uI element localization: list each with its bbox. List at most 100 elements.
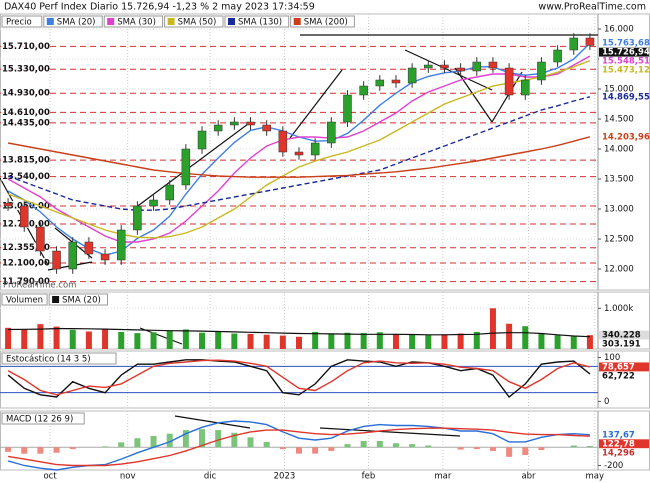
histogram-bar [5, 447, 12, 452]
y-tick-label: 15.000 [604, 85, 634, 95]
value-label: 303.191 [602, 340, 641, 350]
y-tick-label: 12.000 [604, 265, 634, 275]
level-label: 12.355,00 [2, 243, 50, 253]
x-tick-label: oct [43, 472, 57, 482]
volume-bar [344, 332, 351, 349]
legend-label: Estocástico (14 3 5) [6, 355, 91, 365]
candle-body [375, 79, 385, 87]
legend-box [1, 352, 117, 365]
volume-bar [425, 335, 432, 349]
value-label-box [599, 339, 649, 349]
legend-box [43, 15, 103, 28]
volume-bar [441, 334, 448, 349]
volume-bar [53, 326, 60, 349]
level-label-box [1, 276, 45, 286]
volume-bar [21, 329, 28, 349]
volume-bar [134, 333, 141, 349]
volume-bar [392, 333, 399, 349]
volume-bar [312, 331, 319, 349]
trendline [404, 49, 493, 91]
histogram-bar [392, 443, 399, 448]
candle-body [52, 250, 61, 270]
value-label-box [599, 371, 649, 381]
candle-body [521, 79, 530, 96]
volume-bar [118, 331, 125, 349]
legend-box [164, 15, 224, 28]
histogram-bar [247, 437, 254, 448]
level-label-box [1, 171, 45, 181]
level-label: 14.930,00 [2, 89, 50, 99]
volume-bar [85, 331, 92, 349]
histogram-bar [312, 447, 319, 454]
legend-swatch [52, 296, 60, 303]
value-label-box [599, 330, 649, 340]
level-label-box [1, 64, 45, 74]
value-label-box [599, 92, 649, 102]
candle-body [407, 67, 417, 84]
level-label-box [1, 242, 45, 252]
legend-box [48, 293, 108, 306]
volume-bar [570, 336, 577, 349]
volume-bar [457, 333, 464, 349]
candle-body [133, 205, 142, 231]
legend-label: Precio [6, 18, 32, 28]
legend-label: Volumen [6, 296, 43, 306]
legend-swatch [167, 18, 175, 25]
volume-bar [102, 328, 109, 349]
histogram-bar [457, 447, 464, 450]
candle-body [391, 79, 401, 84]
histogram-bar [279, 447, 286, 450]
histogram-bar [150, 435, 157, 448]
histogram-bar [586, 446, 593, 448]
y-tick-label: -200 [604, 461, 623, 471]
y-tick-label: 14.000 [604, 145, 634, 155]
candle-body [569, 37, 579, 51]
candle-body [36, 226, 45, 252]
value-label-box [599, 56, 649, 66]
candle-body [472, 61, 482, 72]
value-label: 340.228 [602, 331, 641, 341]
x-tick-label: mar [434, 472, 451, 482]
level-label: 14.435,00 [2, 118, 50, 128]
histogram-bar [538, 447, 545, 451]
value-label: 78,657 [602, 362, 635, 372]
histogram-bar [263, 441, 270, 448]
value-label-box [599, 448, 649, 458]
level-label-box [1, 117, 45, 127]
volume-bar [5, 327, 12, 349]
histogram-bar [296, 447, 302, 454]
volume-bar [409, 334, 416, 349]
volume-bar [328, 333, 335, 349]
value-label: 14.869,55 [602, 92, 650, 102]
volume-bar [538, 333, 545, 349]
source: www.ProRealTime.com [538, 2, 646, 13]
level-label-box [1, 155, 45, 165]
histogram-bar [215, 430, 222, 448]
x-tick-label: feb [362, 472, 376, 482]
value-label-box [599, 47, 649, 57]
candle-body [262, 124, 271, 132]
level-label: 11.790,00 [2, 277, 50, 287]
candle-body [553, 49, 562, 63]
x-tick-label: may [586, 472, 605, 482]
candle-body [537, 61, 546, 81]
histogram-bar [69, 447, 76, 450]
candle-body [440, 64, 449, 69]
candle-body [294, 151, 304, 156]
value-label: 15.763,68 [602, 39, 650, 49]
candle-body [149, 199, 158, 207]
watermark: ProRealTime.com [3, 281, 76, 291]
x-tick-label: abr [521, 472, 536, 482]
histogram-bar [522, 447, 529, 456]
volume-bar [489, 308, 496, 349]
y-tick-label: 16.000 [604, 25, 634, 35]
candle-body [504, 67, 514, 96]
volume-bar [263, 334, 270, 349]
value-label-box [599, 430, 649, 440]
legend-label: SMA (30) [117, 18, 156, 28]
volume-bar [215, 331, 222, 349]
value-label-box [599, 132, 649, 142]
legend-box [290, 15, 355, 28]
histogram-bar [409, 444, 416, 448]
macd-line [7, 427, 590, 467]
